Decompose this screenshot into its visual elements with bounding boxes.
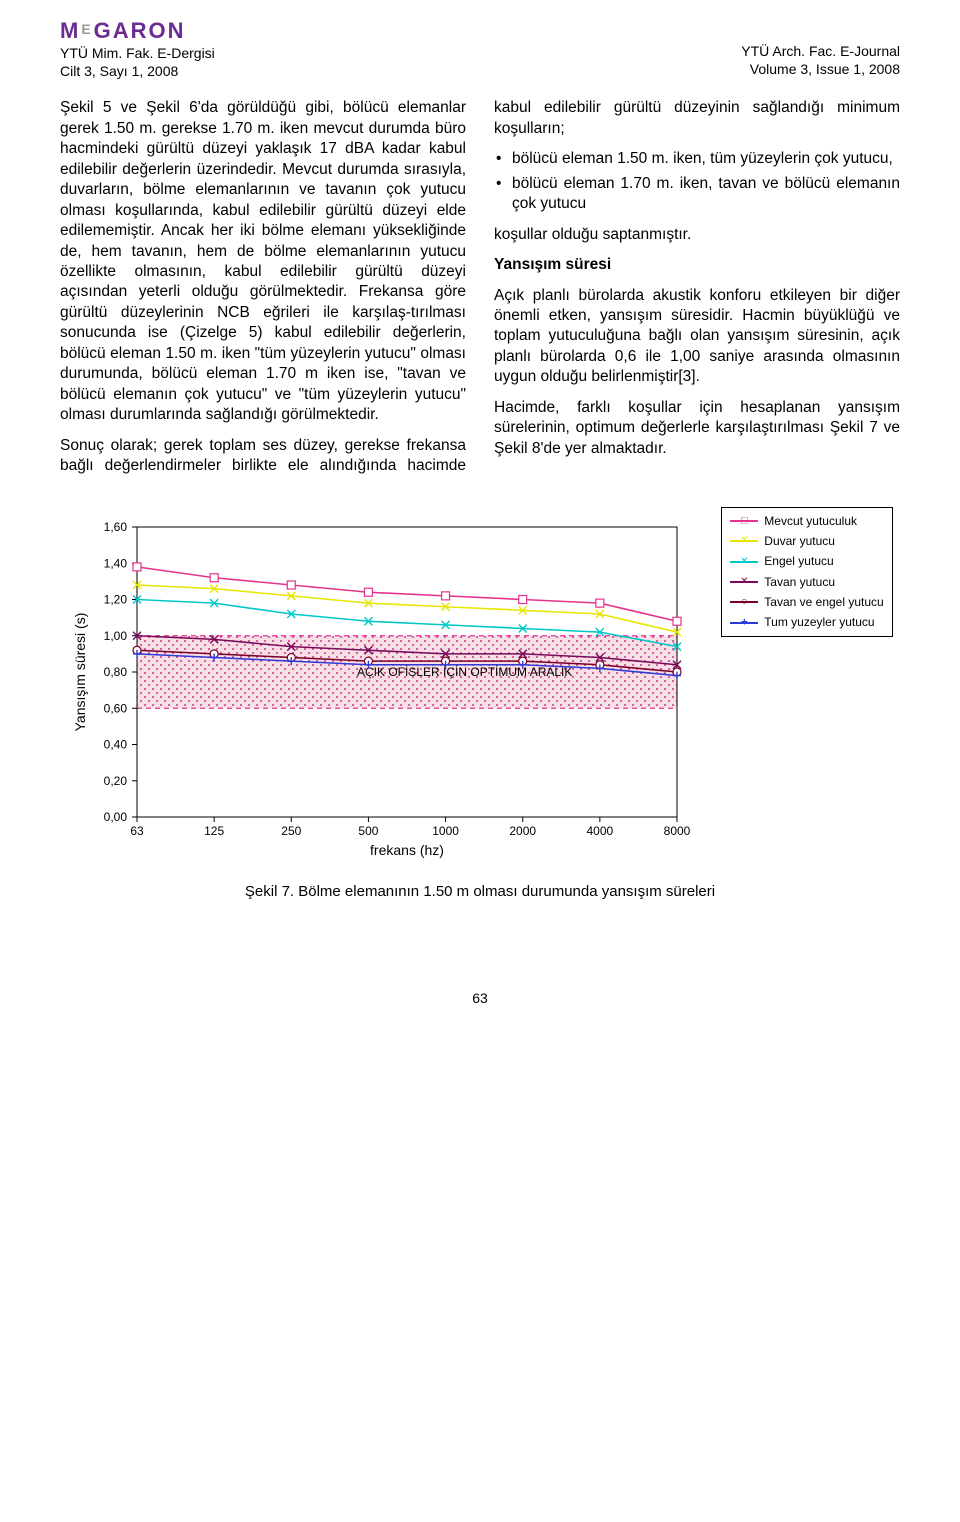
- svg-text:1,00: 1,00: [104, 628, 128, 642]
- chart-plot: AÇIK OFİSLER İÇİN OPTİMUM ARALIK 0,00 0,20…: [67, 507, 707, 867]
- svg-text:8000: 8000: [664, 824, 691, 838]
- legend-item: ○Tavan ve engel yutucu: [730, 595, 883, 609]
- page-header: MEGARON YTÜ Mim. Fak. E-Dergisi Cilt 3, …: [60, 20, 900, 80]
- page-number: 63: [60, 990, 900, 1006]
- list-item: bölücü eleman 1.50 m. iken, tüm yüzeyler…: [494, 149, 900, 169]
- section-heading: Yansışım süresi: [494, 255, 900, 275]
- svg-text:250: 250: [282, 824, 302, 838]
- legend-item: ✕Engel yutucu: [730, 554, 883, 568]
- legend-item: ✕Duvar yutucu: [730, 534, 883, 548]
- paragraph: Şekil 5 ve Şekil 6'da görüldüğü gibi, bö…: [60, 98, 466, 425]
- body-columns: Şekil 5 ve Şekil 6'da görüldüğü gibi, bö…: [60, 98, 900, 476]
- chart-legend: □Mevcut yutuculuk ✕Duvar yutucu ✕Engel yut…: [721, 507, 892, 637]
- list-item: bölücü eleman 1.70 m. iken, tavan ve böl…: [494, 174, 900, 215]
- header-right-line2: Volume 3, Issue 1, 2008: [741, 60, 900, 78]
- header-right: YTÜ Arch. Fac. E-Journal Volume 3, Issue…: [741, 20, 900, 78]
- svg-text:0,80: 0,80: [104, 665, 128, 679]
- bullet-list: bölücü eleman 1.50 m. iken, tüm yüzeyler…: [494, 149, 900, 214]
- svg-text:0,40: 0,40: [104, 737, 128, 751]
- header-left: MEGARON YTÜ Mim. Fak. E-Dergisi Cilt 3, …: [60, 20, 215, 80]
- figure-caption: Şekil 7. Bölme elemanının 1.50 m olması …: [60, 883, 900, 900]
- figure-7: AÇIK OFİSLER İÇİN OPTİMUM ARALIK 0,00 0,20…: [60, 507, 900, 867]
- header-left-line2: Cilt 3, Sayı 1, 2008: [60, 62, 215, 80]
- legend-item: ✕Tavan yutucu: [730, 575, 883, 589]
- svg-text:63: 63: [131, 824, 145, 838]
- page: MEGARON YTÜ Mim. Fak. E-Dergisi Cilt 3, …: [0, 0, 960, 1046]
- paragraph: Açık planlı bürolarda akustik konforu et…: [494, 286, 900, 388]
- header-left-line1: YTÜ Mim. Fak. E-Dergisi: [60, 44, 215, 62]
- svg-text:2000: 2000: [510, 824, 537, 838]
- svg-text:500: 500: [359, 824, 379, 838]
- svg-text:125: 125: [204, 824, 224, 838]
- svg-text:1,60: 1,60: [104, 520, 128, 534]
- svg-text:AÇIK OFİSLER İÇİN OPTİMUM ARAL: AÇIK OFİSLER İÇİN OPTİMUM ARALIK: [357, 665, 572, 679]
- svg-text:0,20: 0,20: [104, 773, 128, 787]
- svg-text:frekans (hz): frekans (hz): [370, 842, 444, 858]
- paragraph: koşullar olduğu saptanmıştır.: [494, 225, 900, 245]
- svg-text:1,40: 1,40: [104, 556, 128, 570]
- svg-text:1,20: 1,20: [104, 592, 128, 606]
- header-right-line1: YTÜ Arch. Fac. E-Journal: [741, 42, 900, 60]
- svg-text:1000: 1000: [433, 824, 460, 838]
- journal-logo: MEGARON: [60, 20, 215, 42]
- svg-text:Yansışım süresi (s): Yansışım süresi (s): [72, 612, 88, 731]
- legend-item: □Mevcut yutuculuk: [730, 514, 883, 528]
- svg-text:4000: 4000: [587, 824, 614, 838]
- paragraph: Hacimde, farklı koşullar için hesaplanan…: [494, 398, 900, 459]
- svg-text:0,00: 0,00: [104, 810, 128, 824]
- svg-text:0,60: 0,60: [104, 701, 128, 715]
- legend-item: +Tum yuzeyler yutucu: [730, 615, 883, 629]
